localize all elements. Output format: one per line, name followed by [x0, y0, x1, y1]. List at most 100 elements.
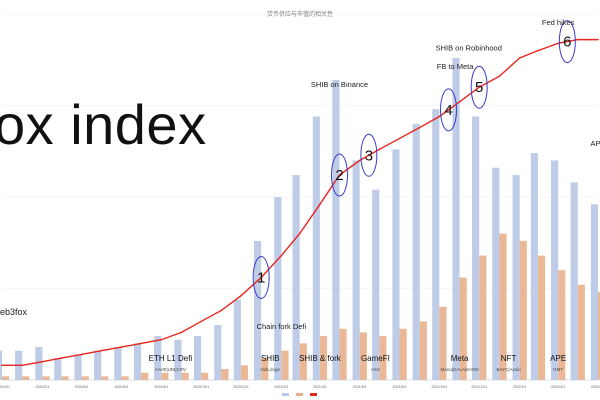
legend — [282, 393, 317, 396]
marker-ring-5 — [470, 65, 488, 109]
bar-s0-18 — [352, 160, 360, 380]
bar-s0-12 — [233, 299, 241, 380]
bar-s1-20 — [399, 328, 407, 380]
bar-s0-27 — [530, 153, 538, 380]
bar-s1-0 — [2, 376, 10, 380]
theme-label-5: NFT — [501, 354, 517, 363]
line-point-4 — [80, 353, 83, 356]
line-point-15 — [298, 232, 301, 235]
x-tick-layer: 2019/12/1 2020/2/1 2020/4/1 2020/6/1 2020/8/… — [0, 379, 600, 389]
bar-s0-7 — [133, 343, 142, 380]
theme-label-2: SHIB & fork — [299, 354, 342, 363]
bar-s1-19 — [379, 336, 387, 380]
line-point-0 — [1, 364, 3, 367]
legend-swatch-2 — [310, 393, 317, 396]
bar-s1-9 — [181, 372, 189, 380]
annotation-layer: Fed hikes SHIB on Robinhood FB to Meta SHIB… — [257, 18, 600, 331]
theme-sub-0: AAVE|UNI|CRV — [155, 367, 186, 372]
line-point-1 — [21, 364, 24, 367]
x-tick-12: 2021/12/1 — [471, 385, 487, 389]
line-point-21 — [418, 126, 421, 129]
bar-s1-26 — [519, 240, 527, 380]
bar-s0-14 — [274, 197, 282, 380]
line-point-30 — [597, 38, 599, 41]
line-point-25 — [498, 75, 501, 78]
bar-s1-27 — [537, 255, 546, 380]
bar-s1-11 — [221, 369, 229, 380]
bar-s1-3 — [61, 376, 69, 380]
line-point-26 — [518, 57, 521, 59]
line-point-16 — [319, 203, 321, 206]
bar-s1-15 — [299, 343, 307, 380]
bar-s0-21 — [412, 123, 420, 381]
x-tick-0: 2019/12/1 — [0, 385, 10, 389]
legend-swatch-1 — [296, 393, 303, 396]
marker-label-3: 3 — [365, 147, 373, 164]
bar-s1-23 — [459, 277, 467, 380]
line-point-27 — [537, 49, 539, 52]
bar-s0-20 — [392, 149, 400, 380]
theme-layer: ETH L1 Defi AAVE|UNI|CRV SHIB Hub,doge SHIB … — [149, 354, 567, 372]
x-tick-7: 2021/2/1 — [274, 385, 288, 389]
marker-label-1: 1 — [257, 270, 265, 287]
line-point-17 — [338, 174, 341, 176]
line-point-9 — [180, 331, 183, 334]
x-tick-2: 2020/4/1 — [75, 385, 89, 389]
marker-label-5: 5 — [475, 79, 483, 96]
bar-s1-5 — [101, 376, 109, 380]
x-tick-11: 2021/10/1 — [431, 385, 447, 389]
bar-s0-15 — [292, 175, 300, 380]
bar-s0-23 — [452, 57, 460, 381]
x-tick-10: 2021/8/1 — [393, 385, 407, 389]
theme-sub-4: Mana|GALA|SAND — [441, 367, 480, 372]
line-point-8 — [160, 338, 163, 341]
bar-s1-13 — [261, 358, 269, 380]
annotation-3: SHIB on Binance — [311, 80, 368, 89]
bar-s1-14 — [281, 350, 289, 380]
theme-sub-1: Hub,doge — [261, 367, 281, 372]
line-point-2 — [41, 360, 44, 363]
line-point-18 — [358, 159, 361, 162]
x-tick-6: 2020/12/1 — [233, 385, 249, 389]
x-tick-1: 2020/2/1 — [35, 385, 49, 389]
line-series-path — [2, 38, 598, 367]
bar-s0-30 — [590, 204, 598, 380]
bar-s1-28 — [558, 270, 566, 380]
bar-s0-8 — [154, 336, 162, 380]
theme-label-6: APE — [550, 354, 566, 363]
bar-s1-25 — [499, 233, 507, 380]
bar-s1-18 — [359, 332, 367, 380]
bar-s0-22 — [432, 109, 440, 380]
theme-sub-3: AXS — [371, 367, 380, 372]
theme-label-3: GameFI — [361, 354, 390, 363]
bar-s1-29 — [577, 284, 585, 380]
bar-s1-10 — [201, 372, 209, 380]
bar-s1-17 — [339, 328, 347, 380]
theme-label-0: ETH L1 Defi — [149, 354, 193, 363]
annotation-0: Fed hikes — [542, 18, 575, 27]
bar-s0-26 — [512, 175, 520, 380]
bar-s0-25 — [492, 167, 500, 380]
bar-s1-12 — [240, 365, 249, 380]
bar-s1-8 — [161, 372, 169, 380]
line-point-29 — [576, 38, 579, 41]
x-tick-13: 2022/2/1 — [513, 385, 527, 389]
line-point-19 — [378, 148, 381, 151]
line-point-13 — [260, 276, 262, 279]
bar-s0-24 — [472, 116, 480, 380]
marker-ring-1 — [252, 256, 270, 300]
line-point-28 — [557, 42, 559, 45]
line-point-12 — [240, 295, 242, 297]
bar-s1-1 — [22, 376, 30, 380]
bar-s1-16 — [319, 336, 328, 380]
x-tick-3: 2020/6/1 — [114, 385, 128, 389]
line-point-5 — [100, 349, 103, 352]
marker-ring-6 — [558, 20, 576, 64]
line-point-3 — [60, 357, 63, 359]
line-point-20 — [398, 137, 401, 140]
overlay-title: ox index — [0, 93, 207, 156]
x-tick-8: 2021/4/1 — [313, 385, 327, 389]
line-point-6 — [120, 346, 123, 348]
line-point-22 — [438, 115, 441, 118]
line-series — [1, 38, 599, 367]
